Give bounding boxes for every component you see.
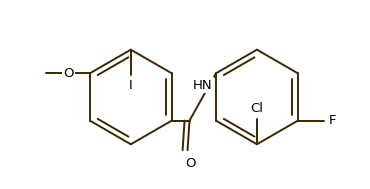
- Text: HN: HN: [193, 79, 212, 92]
- Text: F: F: [329, 114, 336, 127]
- Text: O: O: [185, 157, 196, 170]
- Text: I: I: [129, 79, 133, 92]
- Text: O: O: [63, 67, 73, 80]
- Text: Cl: Cl: [250, 102, 263, 115]
